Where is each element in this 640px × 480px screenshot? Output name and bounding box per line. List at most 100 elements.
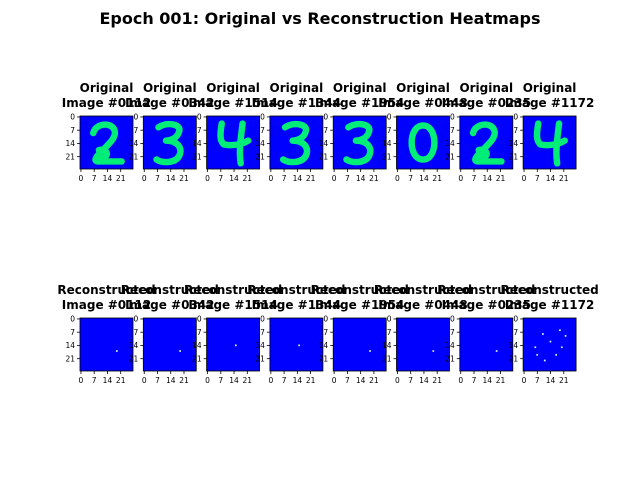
x-tick-label: 21 — [432, 174, 442, 183]
digit-4-strokes — [217, 120, 252, 167]
y-tick-label: 0 — [513, 113, 518, 122]
axes-frame — [459, 115, 514, 170]
y-tick-label: 0 — [197, 315, 202, 324]
x-tick-label: 21 — [179, 376, 189, 385]
digit-3-strokes — [153, 120, 184, 166]
y-tick-label: 7 — [387, 328, 392, 337]
x-tick-label: 14 — [103, 174, 113, 183]
y-tick-label: 0 — [260, 113, 265, 122]
y-tick-label: 14 — [319, 139, 329, 148]
y-tick-label: 0 — [450, 113, 455, 122]
heatmap-background — [269, 318, 323, 371]
heatmap-background — [333, 318, 387, 371]
x-tick-label: 0 — [205, 174, 210, 183]
x-tick-label: 14 — [546, 174, 556, 183]
panel-title-line2: Image #1172 — [505, 298, 594, 312]
digit-stroke — [90, 121, 125, 165]
y-tick-label: 0 — [387, 315, 392, 324]
hot-pixel — [115, 350, 118, 352]
x-tick-label: 0 — [79, 376, 84, 385]
y-tick-label: 7 — [450, 328, 455, 337]
y-tick-label: 0 — [70, 315, 75, 324]
x-tick-label: 21 — [306, 376, 316, 385]
hot-pixel — [534, 346, 537, 349]
y-tick-label: 7 — [134, 328, 139, 337]
y-tick-label: 14 — [192, 139, 202, 148]
heatmap-background — [396, 318, 450, 371]
x-tick-label: 0 — [395, 174, 400, 183]
x-tick-label: 21 — [116, 174, 126, 183]
axes-frame — [396, 115, 450, 170]
y-tick-label: 14 — [382, 139, 392, 148]
heatmap-background — [80, 318, 133, 371]
digit-stroke — [236, 120, 246, 167]
y-tick-label: 0 — [134, 315, 139, 324]
axes-frame — [396, 317, 450, 372]
panel-title-line2: Image #1344 — [252, 298, 341, 312]
panel-title-line2: Image #0112 — [62, 298, 151, 312]
panel-title-line2: Image #1514 — [188, 298, 277, 312]
hot-pixel — [559, 329, 561, 332]
axes-frame — [522, 115, 577, 170]
y-tick-label: 14 — [65, 341, 75, 350]
hot-pixel — [495, 350, 498, 352]
y-tick-label: 0 — [70, 113, 75, 122]
y-tick-label: 14 — [509, 139, 519, 148]
x-tick-label: 14 — [419, 174, 429, 183]
x-tick-label: 7 — [472, 174, 477, 183]
x-tick-label: 7 — [408, 376, 413, 385]
x-tick-label: 14 — [482, 174, 492, 183]
panel-title-line2: Image #1172 — [505, 96, 594, 110]
y-tick-label: 21 — [129, 152, 139, 161]
hot-pixel — [432, 350, 435, 352]
x-tick-label: 0 — [458, 376, 463, 385]
panel-title-line1: Original — [396, 81, 450, 95]
x-tick-label: 7 — [92, 376, 97, 385]
panel-title-line1: Reconstructed — [311, 283, 409, 297]
hot-pixel — [536, 353, 539, 356]
panel-title-line2: Image #1954 — [315, 298, 404, 312]
axes-frame — [332, 317, 387, 372]
y-tick-label: 21 — [445, 152, 455, 161]
y-tick-label: 7 — [323, 126, 328, 135]
x-tick-label: 7 — [408, 174, 413, 183]
y-tick-label: 7 — [260, 126, 265, 135]
panel-title-line2: Image #1514 — [188, 96, 277, 110]
hot-pixel — [179, 350, 181, 352]
y-tick-label: 0 — [134, 113, 139, 122]
axes-frame — [269, 317, 324, 372]
digit-4-strokes — [533, 120, 568, 167]
x-tick-label: 7 — [155, 376, 160, 385]
panel-title-line1: Reconstructed — [247, 283, 345, 297]
x-tick-label: 0 — [142, 376, 147, 385]
panel-title-line1: Original — [523, 81, 577, 95]
digit-stroke — [343, 120, 374, 166]
x-tick-label: 7 — [535, 376, 540, 385]
panel-title-line1: Original — [459, 81, 513, 95]
panel-title-line1: Reconstructed — [184, 283, 282, 297]
panel-title-line2: Image #1344 — [252, 96, 341, 110]
axes-frame — [332, 115, 387, 170]
x-tick-label: 21 — [432, 376, 442, 385]
y-tick-label: 14 — [192, 341, 202, 350]
digit-2-strokes — [90, 121, 125, 165]
x-tick-label: 14 — [356, 376, 366, 385]
y-tick-label: 7 — [70, 328, 75, 337]
y-tick-label: 0 — [323, 113, 328, 122]
x-tick-label: 7 — [218, 174, 223, 183]
x-tick-label: 0 — [268, 174, 273, 183]
y-tick-label: 0 — [323, 315, 328, 324]
x-tick-label: 7 — [535, 174, 540, 183]
x-tick-label: 0 — [332, 174, 337, 183]
x-tick-label: 0 — [458, 174, 463, 183]
digit-3-strokes — [279, 120, 311, 166]
panel-title-line2: Image #0342 — [125, 96, 214, 110]
x-tick-label: 0 — [332, 376, 337, 385]
